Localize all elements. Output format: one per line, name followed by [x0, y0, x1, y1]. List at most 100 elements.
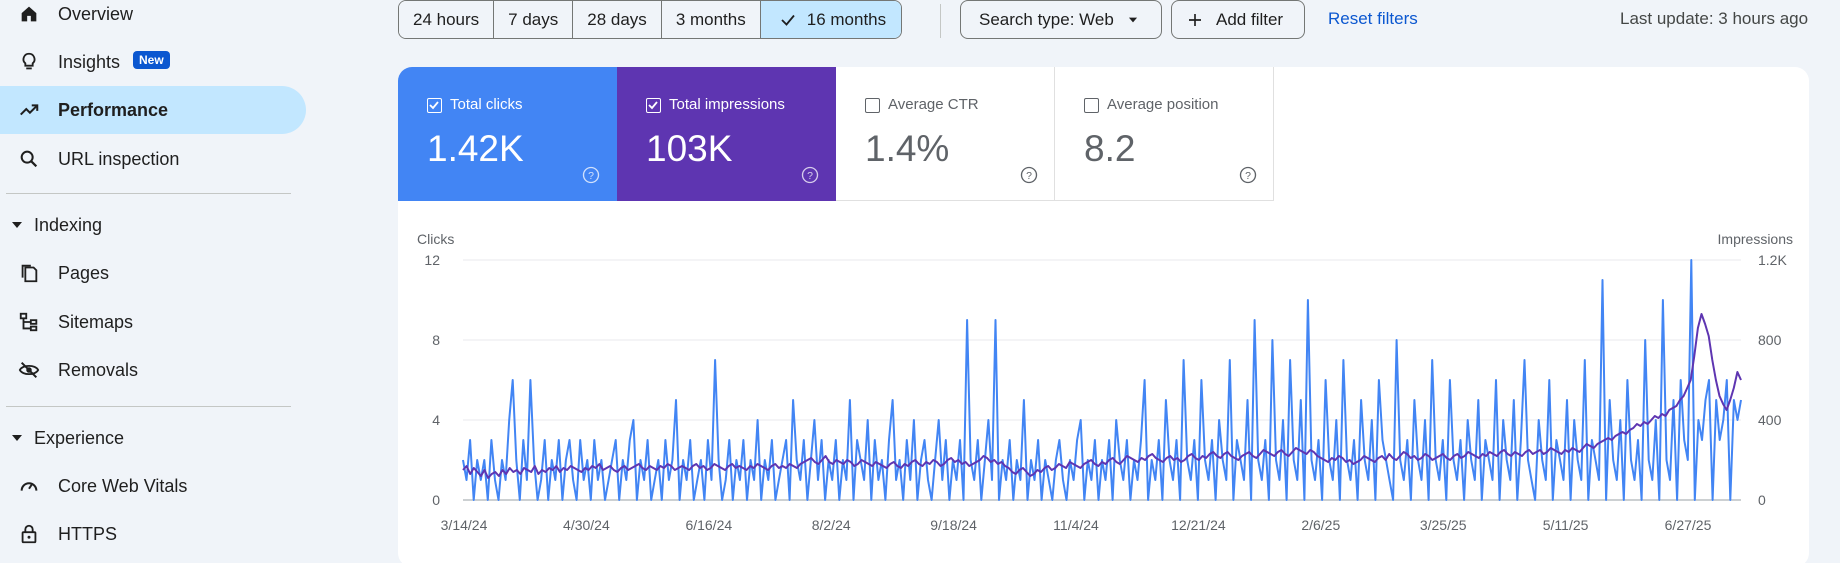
average-position-label: Average position: [1107, 96, 1219, 113]
total-clicks-value: 1.42K: [427, 128, 524, 169]
svg-text:?: ?: [1026, 170, 1032, 182]
sidebar-item-label: URL inspection: [58, 148, 180, 169]
svg-text:?: ?: [588, 170, 594, 182]
average-ctr-checkbox[interactable]: [865, 98, 880, 113]
x-tick-labels: 3/14/24 4/30/24 6/16/24 8/2/24 9/18/24 11/4/2…: [441, 517, 1712, 533]
range-3-months-button[interactable]: 3 months: [661, 1, 761, 38]
left-y-tick-label: 0: [432, 492, 440, 508]
eye-off-icon: [18, 359, 40, 381]
range-7-days-button[interactable]: 7 days: [494, 1, 574, 38]
experience-section-label: Experience: [34, 427, 125, 448]
new-badge: New: [133, 51, 170, 69]
series-line-clicks: [462, 259, 1742, 501]
caret-down-icon: [12, 222, 22, 228]
right-y-tick-label: 1.2K: [1758, 252, 1787, 268]
sitemap-icon: [18, 311, 40, 333]
sidebar-item-url-inspection[interactable]: URL inspection: [0, 135, 306, 183]
help-icon[interactable]: ?: [801, 166, 819, 184]
x-tick-label: 9/18/24: [930, 517, 977, 533]
performance-card: Total clicks 1.42K ? Total impressions 1…: [398, 67, 1809, 563]
average-position-metric[interactable]: Average position 8.2 ?: [1055, 67, 1274, 201]
sidebar-item-sitemaps[interactable]: Sitemaps: [0, 298, 306, 346]
svg-text:?: ?: [807, 170, 813, 182]
checkmark-icon: [648, 101, 658, 110]
left-axis-title: Clicks: [417, 231, 454, 247]
total-impressions-checkbox[interactable]: [646, 98, 661, 113]
x-tick-label: 6/27/25: [1665, 517, 1712, 533]
search-type-dropdown[interactable]: Search type: Web: [960, 0, 1162, 39]
x-tick-label: 5/11/25: [1543, 517, 1589, 533]
average-ctr-metric[interactable]: Average CTR 1.4% ?: [836, 67, 1055, 201]
total-impressions-value: 103K: [646, 128, 733, 169]
speed-icon: [18, 475, 40, 497]
lightbulb-icon: [18, 51, 40, 73]
grid-lines: [463, 259, 1741, 501]
left-y-tick-label: 12: [424, 252, 440, 268]
sidebar-item-label: Insights: [58, 51, 121, 72]
x-tick-label: 3/25/25: [1420, 517, 1467, 533]
x-tick-label: 2/6/25: [1301, 517, 1340, 533]
right-y-tick-label: 400: [1758, 412, 1782, 428]
add-filter-button[interactable]: Add filter: [1171, 0, 1305, 39]
left-y-tick-label: 8: [432, 332, 440, 348]
caret-down-icon: [12, 435, 22, 441]
sidebar-item-label: Removals: [58, 359, 139, 380]
indexing-section-toggle[interactable]: Indexing: [0, 205, 290, 245]
right-y-tick-label: 0: [1758, 492, 1766, 508]
sidebar-item-label: Performance: [58, 99, 169, 120]
series-line-impressions: [462, 313, 1742, 479]
sidebar-item-https[interactable]: HTTPS: [0, 510, 306, 558]
average-ctr-value: 1.4%: [865, 128, 950, 169]
toolbar-separator: [940, 4, 941, 38]
reset-filters-link[interactable]: Reset filters: [1328, 9, 1418, 28]
trending-up-icon: [18, 99, 40, 121]
indexing-section-label: Indexing: [34, 214, 103, 235]
series-lines: [462, 259, 1742, 501]
x-tick-label: 4/30/24: [563, 517, 610, 533]
check-icon: [781, 14, 795, 26]
performance-chart[interactable]: Clicks Impressions 0 0 4 400 8 800 12 1.2K 3/14…: [398, 217, 1809, 563]
left-y-tick-label: 4: [432, 412, 440, 428]
sidebar-item-label: Pages: [58, 262, 110, 283]
svg-text:?: ?: [1245, 170, 1251, 182]
sidebar-item-label: Core Web Vitals: [58, 475, 188, 496]
average-position-checkbox[interactable]: [1084, 98, 1099, 113]
sidebar-item-overview[interactable]: Overview: [0, 0, 306, 38]
total-clicks-checkbox[interactable]: [427, 98, 442, 113]
sidebar-item-performance[interactable]: Performance: [0, 86, 306, 134]
plus-icon: [1189, 13, 1201, 26]
date-range-selector: 24 hours 7 days 28 days 3 months 16 mont…: [398, 0, 903, 39]
range-16-months-button[interactable]: 16 months: [760, 1, 902, 38]
range-24-hours-button[interactable]: 24 hours: [399, 1, 495, 38]
help-icon[interactable]: ?: [582, 166, 600, 184]
range-28-days-button[interactable]: 28 days: [573, 1, 662, 38]
average-ctr-label: Average CTR: [888, 96, 979, 113]
help-icon[interactable]: ?: [1239, 166, 1257, 184]
sidebar-item-removals[interactable]: Removals: [0, 346, 306, 394]
x-tick-label: 12/21/24: [1171, 517, 1226, 533]
total-impressions-metric[interactable]: Total impressions 103K ?: [617, 67, 836, 201]
right-y-tick-label: 800: [1758, 332, 1782, 348]
average-position-value: 8.2: [1084, 128, 1136, 169]
total-clicks-metric[interactable]: Total clicks 1.42K ?: [398, 67, 617, 201]
pages-icon: [18, 262, 40, 284]
x-tick-label: 6/16/24: [685, 517, 732, 533]
x-tick-label: 3/14/24: [441, 517, 488, 533]
y-tick-labels: 0 0 4 400 8 800 12 1.2K: [424, 252, 1787, 508]
sidebar: Overview Insights New Performance URL in…: [0, 0, 310, 563]
x-tick-label: 8/2/24: [812, 517, 851, 533]
last-update-text: Last update: 3 hours ago: [1620, 9, 1809, 28]
sidebar-divider: [6, 193, 291, 194]
caret-down-icon: [1128, 17, 1137, 22]
search-icon: [18, 148, 40, 170]
experience-section-toggle[interactable]: Experience: [0, 418, 290, 458]
sidebar-item-pages[interactable]: Pages: [0, 249, 306, 297]
range-16-months-label: 16 months: [806, 9, 887, 29]
sidebar-item-core-web-vitals[interactable]: Core Web Vitals: [0, 462, 306, 510]
sidebar-item-insights[interactable]: Insights New: [0, 38, 306, 86]
add-filter-label: Add filter: [1216, 9, 1284, 29]
checkmark-icon: [429, 101, 439, 110]
sidebar-item-label: Sitemaps: [58, 311, 134, 332]
search-type-label: Search type: Web: [979, 9, 1114, 29]
help-icon[interactable]: ?: [1020, 166, 1038, 184]
